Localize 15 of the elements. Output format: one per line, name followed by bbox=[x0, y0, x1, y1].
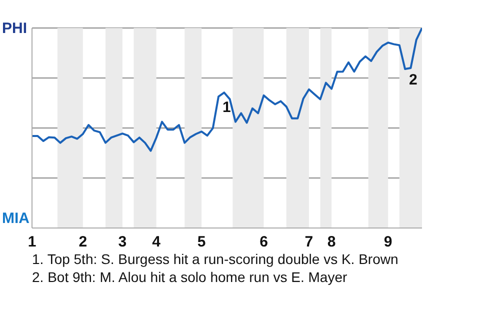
x-tick-label: 6 bbox=[260, 234, 268, 251]
x-tick-label: 2 bbox=[78, 234, 88, 251]
x-tick-label: 9 bbox=[384, 234, 392, 251]
x-tick-label: 7 bbox=[304, 234, 314, 251]
x-tick-label: 4 bbox=[152, 234, 162, 251]
x-tick-label: 1 bbox=[28, 234, 36, 251]
annotation: 2 bbox=[409, 71, 418, 88]
text: PHI bbox=[2, 20, 28, 37]
x-tick-label: 8 bbox=[327, 234, 336, 251]
x-tick-label: 5 bbox=[197, 234, 206, 251]
text: 1. Top 5th: S. Burgess hit a run-scoring double vs K. Brown bbox=[32, 250, 400, 268]
text: MIA bbox=[2, 210, 30, 227]
text: 2. Bot 9th: M. Alou hit a solo home run vs E. Mayer bbox=[32, 268, 348, 286]
annotation: 1 bbox=[222, 98, 231, 116]
x-tick-label: 3 bbox=[118, 234, 127, 251]
